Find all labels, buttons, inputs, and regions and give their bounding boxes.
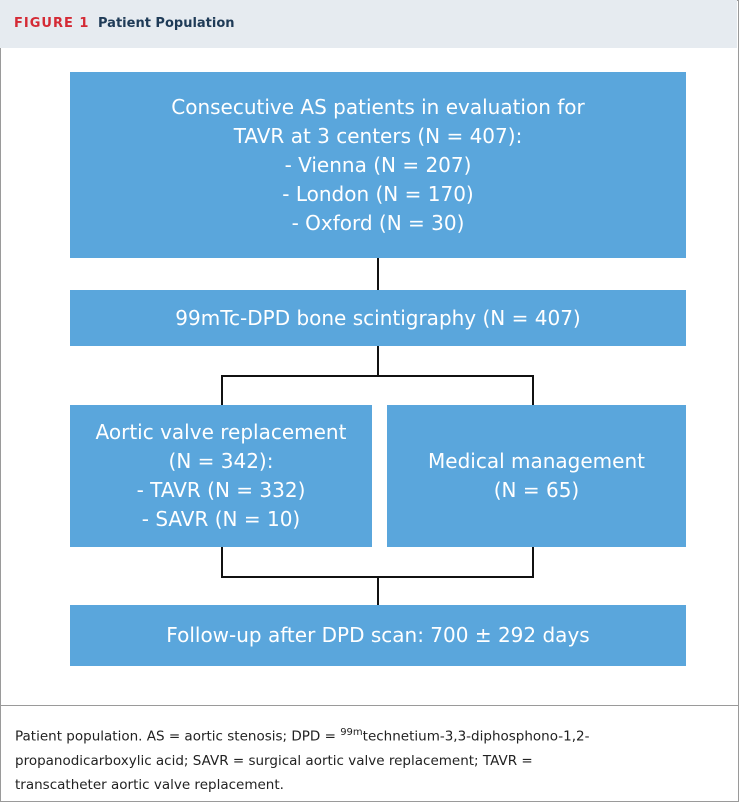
connector (221, 547, 534, 578)
node-line: (N = 342): (168, 449, 274, 473)
node-box: Follow-up after DPD scan: 700 ± 292 days (70, 605, 686, 666)
figure-label: FIGURE 1 (14, 16, 90, 31)
connectors (221, 258, 534, 605)
node-line: Follow-up after DPD scan: 700 ± 292 days (166, 623, 590, 647)
node-line: - TAVR (N = 332) (136, 478, 306, 502)
figure-header: FIGURE 1 Patient Population (0, 0, 737, 48)
caption-superscript: 99m (340, 727, 363, 738)
figure-title: Patient Population (98, 16, 235, 31)
node-line: - SAVR (N = 10) (141, 507, 301, 531)
node-box: Medical management (N = 65) (387, 405, 686, 547)
caption: Patient population. AS = aortic stenosis… (15, 721, 625, 797)
node-line: Medical management (428, 449, 645, 473)
caption-text: technetium-3,3-diphosphono-1,2-propanodi… (15, 728, 590, 793)
node-line: Consecutive AS patients in evaluation fo… (171, 94, 585, 119)
connector (221, 375, 534, 405)
node-line: (N = 65) (493, 478, 580, 502)
node-line: - Vienna (N = 207) (284, 152, 472, 177)
node-box: Aortic valve replacement (N = 342): - TAVR… (70, 405, 372, 547)
caption-box: Patient population. AS = aortic stenosis… (0, 706, 739, 802)
node-line: Aortic valve replacement (95, 420, 347, 444)
node-box: Consecutive AS patients in evaluation fo… (70, 72, 686, 258)
node-line: - Oxford (N = 30) (291, 210, 465, 235)
node-box: 99mTc-DPD bone scintigraphy (N = 407) (70, 290, 686, 346)
caption-text: Patient population. AS = aortic stenosis… (15, 728, 341, 745)
node-line: 99mTc-DPD bone scintigraphy (N = 407) (175, 305, 581, 330)
node-line: TAVR at 3 centers (N = 407): (233, 123, 523, 148)
node-line: - London (N = 170) (282, 181, 474, 206)
